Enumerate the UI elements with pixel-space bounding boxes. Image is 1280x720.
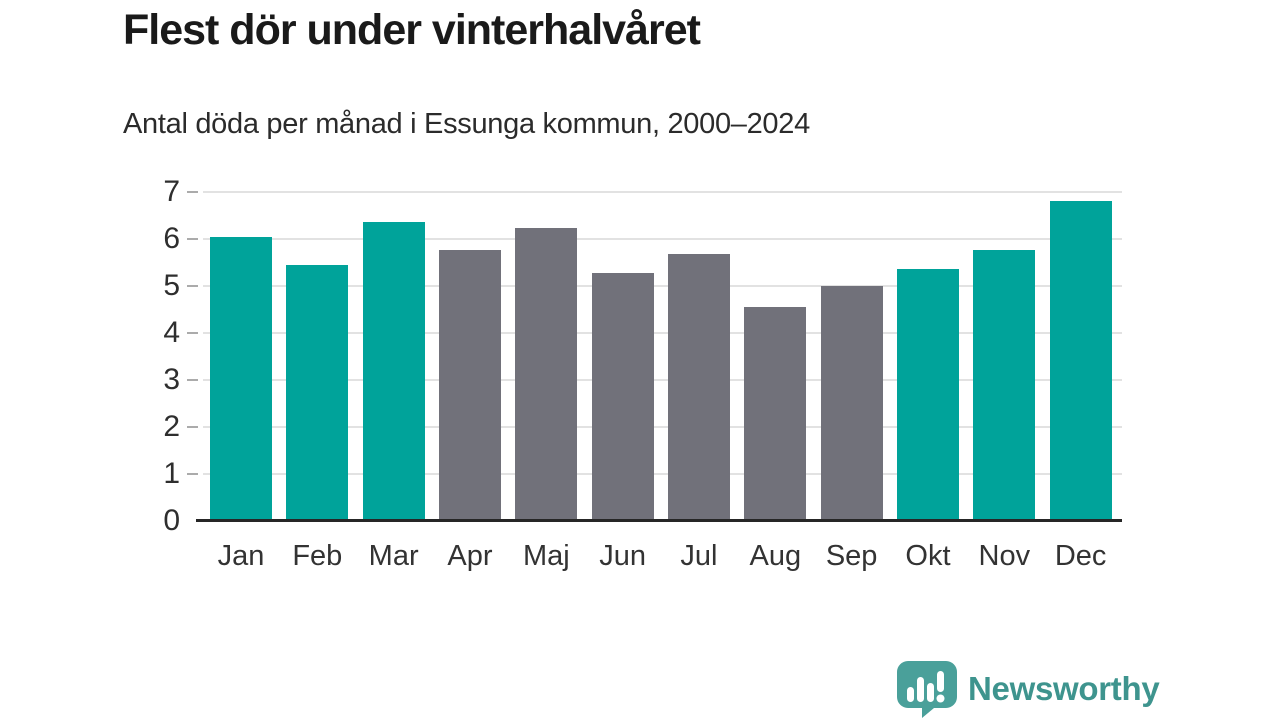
gridline-5 [203,285,1122,287]
y-tick-1 [187,473,198,475]
x-tick-label-jul: Jul [680,540,718,572]
y-tick-5 [187,285,198,287]
y-tick-label-5: 5 [163,269,180,302]
gridline-7 [203,191,1122,193]
x-axis-baseline [196,519,1122,522]
x-tick-label-maj: Maj [522,540,570,572]
gridline-2 [203,426,1122,428]
bar-dec [1049,201,1112,521]
x-tick-label-aug: Aug [749,540,802,572]
x-tick-label-jun: Jun [599,540,647,572]
y-tick-6 [187,238,198,240]
bar-apr [438,250,501,521]
newsworthy-logo-icon [896,660,958,718]
x-tick-label-sep: Sep [825,540,878,572]
y-tick-7 [187,191,198,193]
x-tick-label-jan: Jan [217,540,265,572]
y-tick-label-3: 3 [163,363,180,396]
chart-bar-small [907,687,914,702]
bar-sep [820,286,883,521]
footer-brand: Newsworthy [896,660,1160,718]
bar-jul [667,254,730,521]
bar-nov [973,250,1036,521]
bar-maj [515,227,578,521]
y-tick-label-0: 0 [163,504,180,537]
x-tick-label-feb: Feb [292,540,343,572]
chart-bar-tall [917,677,924,702]
exclamation-line [937,671,944,692]
y-tick-label-2: 2 [163,410,180,443]
exclamation-dot [936,694,945,703]
brand-name: Newsworthy [968,670,1160,707]
y-tick-label-1: 1 [163,457,180,490]
x-tick-label-apr: Apr [447,540,493,572]
chart-bar-medium [927,683,934,702]
gridline-3 [203,379,1122,381]
x-tick-label-dec: Dec [1054,540,1107,572]
x-tick-label-mar: Mar [368,540,419,572]
y-tick-label-4: 4 [163,316,180,349]
y-tick-label-6: 6 [163,222,180,255]
plot-area [203,191,1122,521]
x-tick-label-okt: Okt [905,540,951,572]
y-tick-label-7: 7 [163,175,180,208]
gridline-1 [203,473,1122,475]
x-tick-label-nov: Nov [978,540,1031,572]
y-tick-2 [187,426,198,428]
bar-feb [286,265,349,521]
bar-jan [210,237,272,521]
y-tick-3 [187,379,198,381]
bar-mar [362,222,425,521]
chart-subtitle: Antal döda per månad i Essunga kommun, 2… [123,108,810,140]
bar-okt [896,269,959,521]
bar-aug [744,306,807,521]
gridline-4 [203,332,1122,334]
bar-jun [591,272,654,521]
gridline-6 [203,238,1122,240]
y-tick-4 [187,332,198,334]
chart-title: Flest dör under vinterhalvåret [123,6,701,54]
